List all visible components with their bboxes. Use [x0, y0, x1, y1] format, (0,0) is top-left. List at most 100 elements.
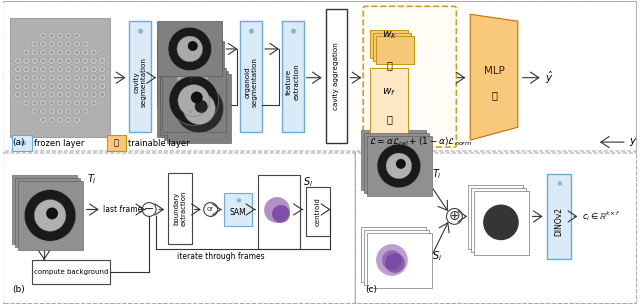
Circle shape: [75, 76, 79, 80]
Bar: [107, 135, 126, 151]
Circle shape: [383, 150, 409, 176]
Circle shape: [31, 83, 38, 90]
Circle shape: [74, 99, 81, 106]
Text: cavity
segmentation: cavity segmentation: [134, 57, 147, 106]
Circle shape: [15, 74, 21, 81]
Circle shape: [42, 59, 45, 63]
Circle shape: [379, 247, 399, 267]
Circle shape: [67, 109, 70, 113]
Circle shape: [65, 41, 72, 48]
Circle shape: [24, 93, 28, 96]
Circle shape: [15, 57, 21, 64]
Circle shape: [67, 67, 70, 71]
Circle shape: [56, 74, 63, 81]
Circle shape: [74, 116, 81, 123]
Circle shape: [46, 207, 58, 219]
Circle shape: [168, 27, 212, 71]
Text: ⊕: ⊕: [449, 210, 460, 224]
Text: $S_i$: $S_i$: [303, 175, 313, 188]
Text: $\boldsymbol{w_k}$: $\boldsymbol{w_k}$: [381, 29, 396, 41]
Bar: [367, 136, 431, 196]
Circle shape: [175, 87, 207, 119]
Circle shape: [90, 57, 97, 64]
Circle shape: [50, 84, 53, 88]
Circle shape: [40, 91, 47, 98]
Bar: [241, 21, 262, 132]
Circle shape: [374, 141, 418, 185]
Text: last frame: last frame: [102, 205, 142, 214]
Text: cavity aggregation: cavity aggregation: [333, 42, 339, 110]
Circle shape: [33, 84, 36, 88]
Circle shape: [483, 205, 519, 240]
Circle shape: [19, 184, 70, 235]
Bar: [157, 21, 221, 76]
Circle shape: [42, 118, 45, 122]
Circle shape: [90, 99, 97, 106]
Circle shape: [58, 101, 62, 105]
Circle shape: [100, 67, 104, 71]
Circle shape: [75, 59, 79, 63]
Circle shape: [83, 67, 87, 71]
Circle shape: [50, 118, 53, 122]
Bar: [376, 36, 413, 64]
Circle shape: [74, 41, 81, 48]
Bar: [474, 191, 529, 255]
Circle shape: [67, 59, 70, 63]
Circle shape: [58, 59, 62, 63]
Circle shape: [42, 93, 45, 96]
Bar: [258, 175, 300, 249]
Circle shape: [195, 100, 207, 113]
Circle shape: [48, 99, 55, 106]
Circle shape: [100, 93, 104, 96]
Circle shape: [42, 34, 45, 37]
Circle shape: [90, 91, 97, 98]
Circle shape: [65, 32, 72, 39]
Circle shape: [15, 66, 21, 73]
Circle shape: [58, 118, 62, 122]
Circle shape: [23, 49, 30, 56]
Text: (c): (c): [365, 285, 377, 294]
Circle shape: [92, 101, 95, 105]
Circle shape: [82, 49, 89, 56]
Circle shape: [99, 57, 106, 64]
Circle shape: [83, 59, 87, 63]
Text: ❅: ❅: [248, 27, 255, 36]
Circle shape: [74, 83, 81, 90]
Text: feature
extraction: feature extraction: [286, 63, 300, 100]
Circle shape: [58, 76, 62, 80]
FancyBboxPatch shape: [364, 6, 456, 147]
Circle shape: [50, 109, 53, 113]
Circle shape: [192, 97, 205, 110]
Circle shape: [90, 83, 97, 90]
Circle shape: [40, 66, 47, 73]
Circle shape: [82, 66, 89, 73]
Circle shape: [56, 41, 63, 48]
Text: $T_i$: $T_i$: [431, 167, 442, 181]
Text: SAM: SAM: [230, 208, 247, 217]
Bar: [361, 227, 426, 282]
Bar: [168, 173, 192, 244]
Circle shape: [99, 83, 106, 90]
Circle shape: [75, 93, 79, 96]
Circle shape: [92, 67, 95, 71]
Circle shape: [393, 156, 403, 166]
Circle shape: [48, 83, 55, 90]
Circle shape: [40, 57, 47, 64]
Circle shape: [176, 59, 209, 92]
Circle shape: [177, 86, 209, 119]
Circle shape: [31, 41, 38, 48]
Bar: [159, 70, 224, 135]
Circle shape: [67, 84, 70, 88]
Circle shape: [75, 118, 79, 122]
Text: 🔥: 🔥: [114, 138, 119, 148]
Text: $T_i$: $T_i$: [87, 172, 97, 186]
Circle shape: [50, 42, 53, 46]
Circle shape: [58, 84, 62, 88]
Circle shape: [50, 34, 53, 37]
Bar: [10, 18, 109, 137]
Circle shape: [83, 84, 87, 88]
Circle shape: [33, 109, 36, 113]
Circle shape: [48, 116, 55, 123]
Circle shape: [83, 51, 87, 54]
Text: boundary
extraction: boundary extraction: [173, 191, 186, 226]
